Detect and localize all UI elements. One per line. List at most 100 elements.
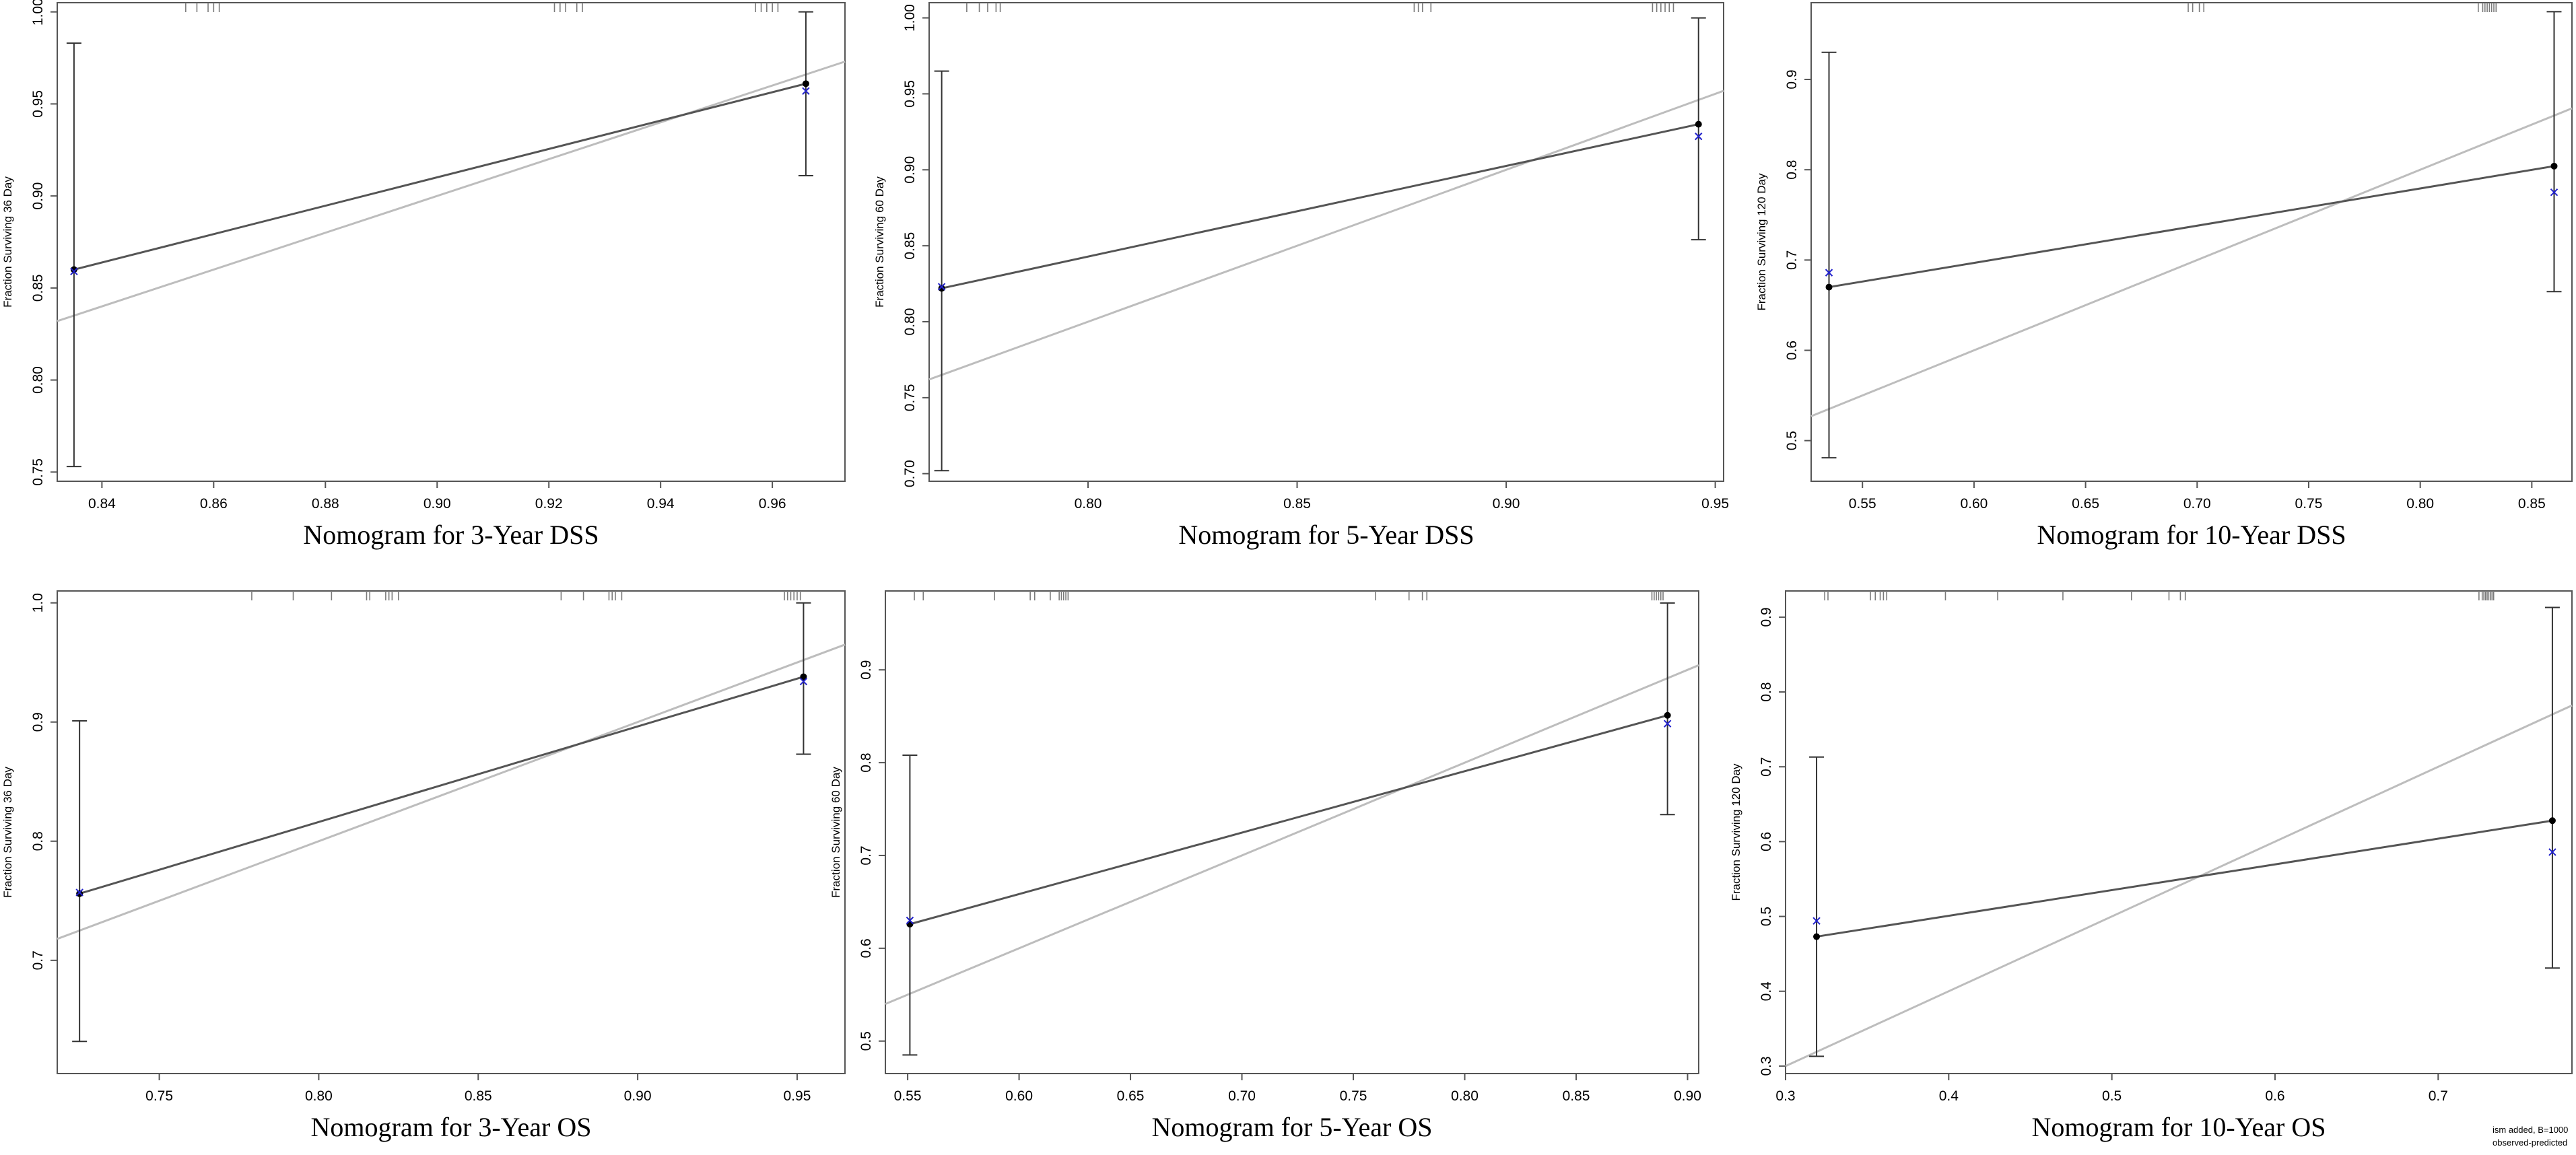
footnote-line-2: observed-predicted xyxy=(2493,1138,2567,1148)
10yr-dss-x-tick-label-3: 0.70 xyxy=(2183,496,2211,512)
3yr-dss-y-tick-label-0: 0.75 xyxy=(30,458,46,486)
10yr-os-observed-point-0 xyxy=(1813,933,1821,940)
10yr-os-plot-frame xyxy=(1785,590,2573,1074)
panel-10yr-dss: 0.55 0.60 0.65 0.70 0.75 0.80 0.85 0.5 0.6 0.7 0.8… xyxy=(1755,2,2573,550)
10yr-os-bias-corrected-point-1 xyxy=(2548,848,2556,856)
10yr-dss-x-tick-label-1: 0.60 xyxy=(1960,496,1988,512)
5yr-dss-y-tick-label-5: 0.95 xyxy=(902,80,918,108)
10yr-dss-y-tick-label-0: 0.5 xyxy=(1784,431,1800,450)
3yr-dss-x-tick-label-2: 0.88 xyxy=(312,496,339,512)
3yr-os-observed-point-0 xyxy=(76,890,83,897)
10yr-dss-x-tick-label-6: 0.85 xyxy=(2518,496,2546,512)
3yr-os-y-tick-label-3: 1.0 xyxy=(30,593,46,612)
10yr-dss-x-tick-label-2: 0.65 xyxy=(2072,496,2099,512)
3yr-os-calibration-line xyxy=(79,676,804,895)
5yr-dss-y-tick-label-6: 1.00 xyxy=(902,4,918,32)
3yr-dss-x-tick-label-4: 0.92 xyxy=(535,496,563,512)
3yr-dss-y-tick-label-2: 0.85 xyxy=(30,274,46,302)
10yr-dss-y-tick-label-2: 0.7 xyxy=(1784,250,1800,270)
3yr-dss-observed-point-1 xyxy=(802,80,809,88)
3yr-dss-ideal-line xyxy=(57,61,846,322)
3yr-dss-calibration-line xyxy=(73,82,807,271)
10yr-os-x-tick-label-2: 0.5 xyxy=(2102,1088,2122,1104)
10yr-os-ideal-line xyxy=(1785,704,2573,1068)
10yr-dss-x-tick-label-5: 0.80 xyxy=(2406,496,2434,512)
10yr-dss-plot-frame xyxy=(1810,2,2573,482)
5yr-os-observed-point-1 xyxy=(1664,711,1671,719)
5yr-os-x-tick-label-0: 0.55 xyxy=(894,1088,922,1104)
3yr-dss-x-tick-label-1: 0.86 xyxy=(200,496,228,512)
3yr-dss-x-tick-label-6: 0.96 xyxy=(759,496,786,512)
3yr-dss-y-tick-label-5: 1.00 xyxy=(30,0,46,26)
5yr-dss-bias-corrected-point-0 xyxy=(937,283,946,291)
10yr-dss-calibration-line xyxy=(1829,165,2554,289)
10yr-os-x-tick-label-0: 0.3 xyxy=(1775,1088,1795,1104)
10yr-dss-ideal-line xyxy=(1810,107,2573,417)
5yr-dss-calibration-line xyxy=(941,123,1699,289)
10yr-dss-bias-corrected-point-1 xyxy=(2550,188,2558,197)
5yr-os-panel-title: Nomogram for 5-Year OS xyxy=(1152,1112,1433,1142)
3yr-os-plot-frame xyxy=(57,590,846,1074)
3yr-dss-bias-corrected-point-0 xyxy=(70,267,78,275)
10yr-dss-y-tick-label-3: 0.8 xyxy=(1784,160,1800,180)
5yr-dss-bias-corrected-point-1 xyxy=(1695,132,1703,141)
3yr-dss-y-tick-label-1: 0.80 xyxy=(30,366,46,394)
5yr-os-bias-corrected-point-1 xyxy=(1663,720,1672,728)
footnote-line-1: ism added, B=1000 xyxy=(2493,1125,2568,1135)
10yr-dss-observed-point-0 xyxy=(1825,283,1833,291)
10yr-os-x-tick-label-3: 0.6 xyxy=(2265,1088,2284,1104)
3yr-dss-y-tick-label-3: 0.90 xyxy=(30,182,46,210)
3yr-dss-x-tick-label-5: 0.94 xyxy=(647,496,675,512)
5yr-os-y-tick-label-2: 0.7 xyxy=(858,845,874,865)
5yr-os-ideal-line xyxy=(885,664,1699,1005)
10yr-os-y-tick-label-4: 0.7 xyxy=(1759,757,1774,777)
5yr-os-y-axis-label: Fraction Surviving 60 Day xyxy=(829,767,842,898)
5yr-os-y-tick-label-3: 0.8 xyxy=(858,753,874,772)
5yr-os-y-tick-label-4: 0.9 xyxy=(858,660,874,680)
10yr-os-y-tick-label-3: 0.6 xyxy=(1759,832,1774,851)
5yr-dss-y-axis-label: Fraction Surviving 60 Day xyxy=(873,176,886,308)
10yr-os-x-tick-label-4: 0.7 xyxy=(2429,1088,2448,1104)
5yr-dss-x-tick-label-0: 0.80 xyxy=(1075,496,1102,512)
10yr-dss-x-tick-label-0: 0.55 xyxy=(1849,496,1876,512)
5yr-os-y-tick-label-1: 0.6 xyxy=(858,938,874,958)
5yr-os-observed-point-0 xyxy=(906,921,914,928)
10yr-os-calibration-line xyxy=(1816,819,2553,938)
3yr-os-x-tick-label-4: 0.95 xyxy=(784,1088,811,1104)
3yr-dss-panel-title: Nomogram for 3-Year DSS xyxy=(303,520,599,550)
panel-5yr-os: 0.55 0.60 0.65 0.70 0.75 0.80 0.85 0.90 0.5 0.6 0.… xyxy=(829,590,1701,1142)
5yr-dss-x-tick-label-2: 0.90 xyxy=(1493,496,1520,512)
3yr-os-x-tick-label-0: 0.75 xyxy=(145,1088,173,1104)
5yr-os-plot-frame xyxy=(885,590,1699,1074)
3yr-os-x-tick-label-2: 0.85 xyxy=(465,1088,492,1104)
3yr-os-x-tick-label-1: 0.80 xyxy=(305,1088,333,1104)
10yr-dss-x-tick-label-4: 0.75 xyxy=(2295,496,2323,512)
5yr-dss-x-tick-label-1: 0.85 xyxy=(1283,496,1311,512)
10yr-dss-observed-point-1 xyxy=(2550,162,2558,170)
10yr-os-y-tick-label-0: 0.3 xyxy=(1759,1056,1774,1076)
3yr-dss-x-tick-label-0: 0.84 xyxy=(88,496,116,512)
5yr-dss-y-tick-label-0: 0.70 xyxy=(902,460,918,487)
5yr-os-x-tick-label-6: 0.85 xyxy=(1563,1088,1590,1104)
5yr-dss-y-tick-label-3: 0.85 xyxy=(902,232,918,260)
3yr-os-ideal-line xyxy=(57,643,846,940)
10yr-dss-y-tick-label-4: 0.9 xyxy=(1784,69,1800,89)
5yr-os-calibration-line xyxy=(910,714,1668,925)
3yr-os-y-axis-label: Fraction Surviving 36 Day xyxy=(1,767,14,898)
5yr-os-y-tick-label-0: 0.5 xyxy=(858,1031,874,1051)
5yr-dss-panel-title: Nomogram for 5-Year DSS xyxy=(1178,520,1474,550)
5yr-dss-ideal-line xyxy=(928,90,1724,381)
3yr-dss-y-axis-label: Fraction Surviving 36 Day xyxy=(1,176,14,308)
3yr-os-y-tick-label-2: 0.9 xyxy=(30,712,46,732)
3yr-os-y-tick-label-1: 0.8 xyxy=(30,831,46,851)
5yr-os-x-tick-label-1: 0.60 xyxy=(1005,1088,1033,1104)
10yr-os-x-tick-label-1: 0.4 xyxy=(1939,1088,1959,1104)
3yr-os-y-tick-label-0: 0.7 xyxy=(30,950,46,970)
5yr-dss-plot-frame xyxy=(928,2,1724,482)
5yr-dss-y-tick-label-2: 0.80 xyxy=(902,308,918,336)
3yr-dss-bias-corrected-point-1 xyxy=(802,87,810,95)
10yr-os-observed-point-1 xyxy=(2548,817,2556,825)
10yr-os-y-tick-label-2: 0.5 xyxy=(1759,907,1774,926)
3yr-os-x-tick-label-3: 0.90 xyxy=(624,1088,652,1104)
